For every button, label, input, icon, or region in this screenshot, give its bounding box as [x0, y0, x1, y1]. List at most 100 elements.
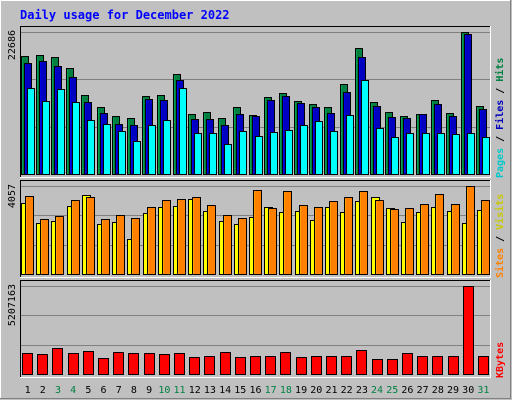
bar-body	[159, 354, 170, 375]
bar-pages-day-11	[179, 88, 187, 175]
bar-body	[280, 352, 291, 375]
bar-body	[86, 197, 95, 275]
bar-pages-day-16	[255, 136, 263, 175]
bar-body	[346, 115, 354, 175]
bar-pages-day-13	[209, 133, 217, 175]
bar-body	[437, 133, 445, 175]
day-label-4: 4	[70, 385, 76, 396]
bar-body	[376, 128, 384, 175]
bar-kbytes-day-12	[189, 357, 200, 375]
bar-body	[72, 102, 80, 175]
bar-kbytes-day-30	[463, 286, 474, 375]
bar-kbytes-day-18	[280, 352, 291, 375]
bar-body	[361, 80, 369, 175]
day-label-10: 10	[158, 385, 170, 396]
bar-pages-day-5	[87, 120, 95, 175]
bar-pages-day-29	[452, 134, 460, 175]
bar-body	[113, 352, 124, 375]
bar-body	[406, 133, 414, 175]
bar-sites-day-21	[329, 201, 338, 275]
bar-body	[224, 144, 232, 175]
bar-body	[42, 101, 50, 175]
panel-pages-files-hits: 22686	[7, 26, 491, 178]
bar-body	[283, 191, 292, 275]
bar-pages-day-1	[27, 88, 35, 175]
bar-pages-day-6	[103, 124, 111, 175]
day-label-9: 9	[146, 385, 152, 396]
bar-kbytes-day-6	[98, 358, 109, 375]
bar-sites-day-13	[207, 205, 216, 275]
bar-sites-day-11	[177, 199, 186, 275]
bar-body	[103, 124, 111, 175]
bar-sites-day-5	[86, 197, 95, 275]
bar-sites-day-7	[116, 215, 125, 275]
bar-body	[387, 359, 398, 375]
bar-sites-day-1	[25, 196, 34, 275]
day-label-1: 1	[25, 385, 31, 396]
bar-body	[452, 134, 460, 175]
bar-body	[265, 356, 276, 375]
bar-body	[179, 88, 187, 175]
day-label-20: 20	[310, 385, 322, 396]
bar-body	[372, 359, 383, 375]
bar-body	[390, 209, 399, 275]
day-label-11: 11	[174, 385, 186, 396]
day-label-22: 22	[341, 385, 353, 396]
bar-body	[330, 131, 338, 175]
bar-sites-day-18	[283, 191, 292, 275]
bar-body	[448, 356, 459, 375]
bar-kbytes-day-17	[265, 356, 276, 375]
bar-pages-day-8	[133, 141, 141, 175]
bar-pages-day-30	[467, 133, 475, 175]
bar-kbytes-day-20	[311, 356, 322, 375]
bar-sites-day-17	[268, 208, 277, 275]
bar-body	[118, 131, 126, 175]
bar-body	[128, 353, 139, 375]
day-label-29: 29	[447, 385, 459, 396]
bar-body	[405, 208, 414, 275]
bar-body	[311, 356, 322, 375]
day-label-12: 12	[189, 385, 201, 396]
bar-pages-day-4	[72, 102, 80, 175]
bar-pages-day-9	[148, 125, 156, 175]
bar-body	[101, 219, 110, 275]
bar-body	[467, 133, 475, 175]
bar-body	[57, 89, 65, 175]
bar-kbytes-day-8	[128, 353, 139, 375]
bar-body	[326, 356, 337, 375]
bar-pages-day-25	[391, 137, 399, 175]
panel-kbytes: 5207163	[7, 280, 491, 378]
bar-sites-day-20	[314, 207, 323, 275]
bar-sites-day-23	[359, 191, 368, 275]
bar-kbytes-day-2	[37, 354, 48, 375]
bar-body	[417, 356, 428, 375]
bar-kbytes-day-25	[387, 359, 398, 375]
bar-body	[482, 137, 490, 175]
day-label-30: 30	[462, 385, 474, 396]
bar-body	[131, 218, 140, 275]
bar-body	[250, 356, 261, 375]
bar-sites-day-12	[192, 197, 201, 275]
bar-body	[329, 201, 338, 275]
bar-kbytes-day-24	[372, 359, 383, 375]
bar-pages-day-23	[361, 80, 369, 175]
bar-body	[466, 186, 475, 275]
bar-pages-day-21	[330, 131, 338, 175]
bar-body	[162, 200, 171, 275]
bar-body	[463, 286, 474, 375]
bar-body	[314, 207, 323, 275]
bar-pages-day-7	[118, 131, 126, 175]
bar-body	[71, 200, 80, 275]
x-axis-day-labels: 1 2 3 4 5 6 7 8 9 10 11 12 13 14 15 16 17 18 19 20 21 22 23 24 2…	[25, 385, 490, 396]
bar-kbytes-day-31	[478, 356, 489, 375]
bar-kbytes-day-16	[250, 356, 261, 375]
bar-body	[27, 88, 35, 175]
bar-body	[299, 205, 308, 275]
bar-kbytes-day-10	[159, 354, 170, 375]
bar-pages-day-24	[376, 128, 384, 175]
bar-body	[83, 351, 94, 375]
day-label-28: 28	[432, 385, 444, 396]
day-label-31: 31	[477, 385, 489, 396]
bar-body	[478, 356, 489, 375]
bar-sites-day-29	[451, 204, 460, 275]
